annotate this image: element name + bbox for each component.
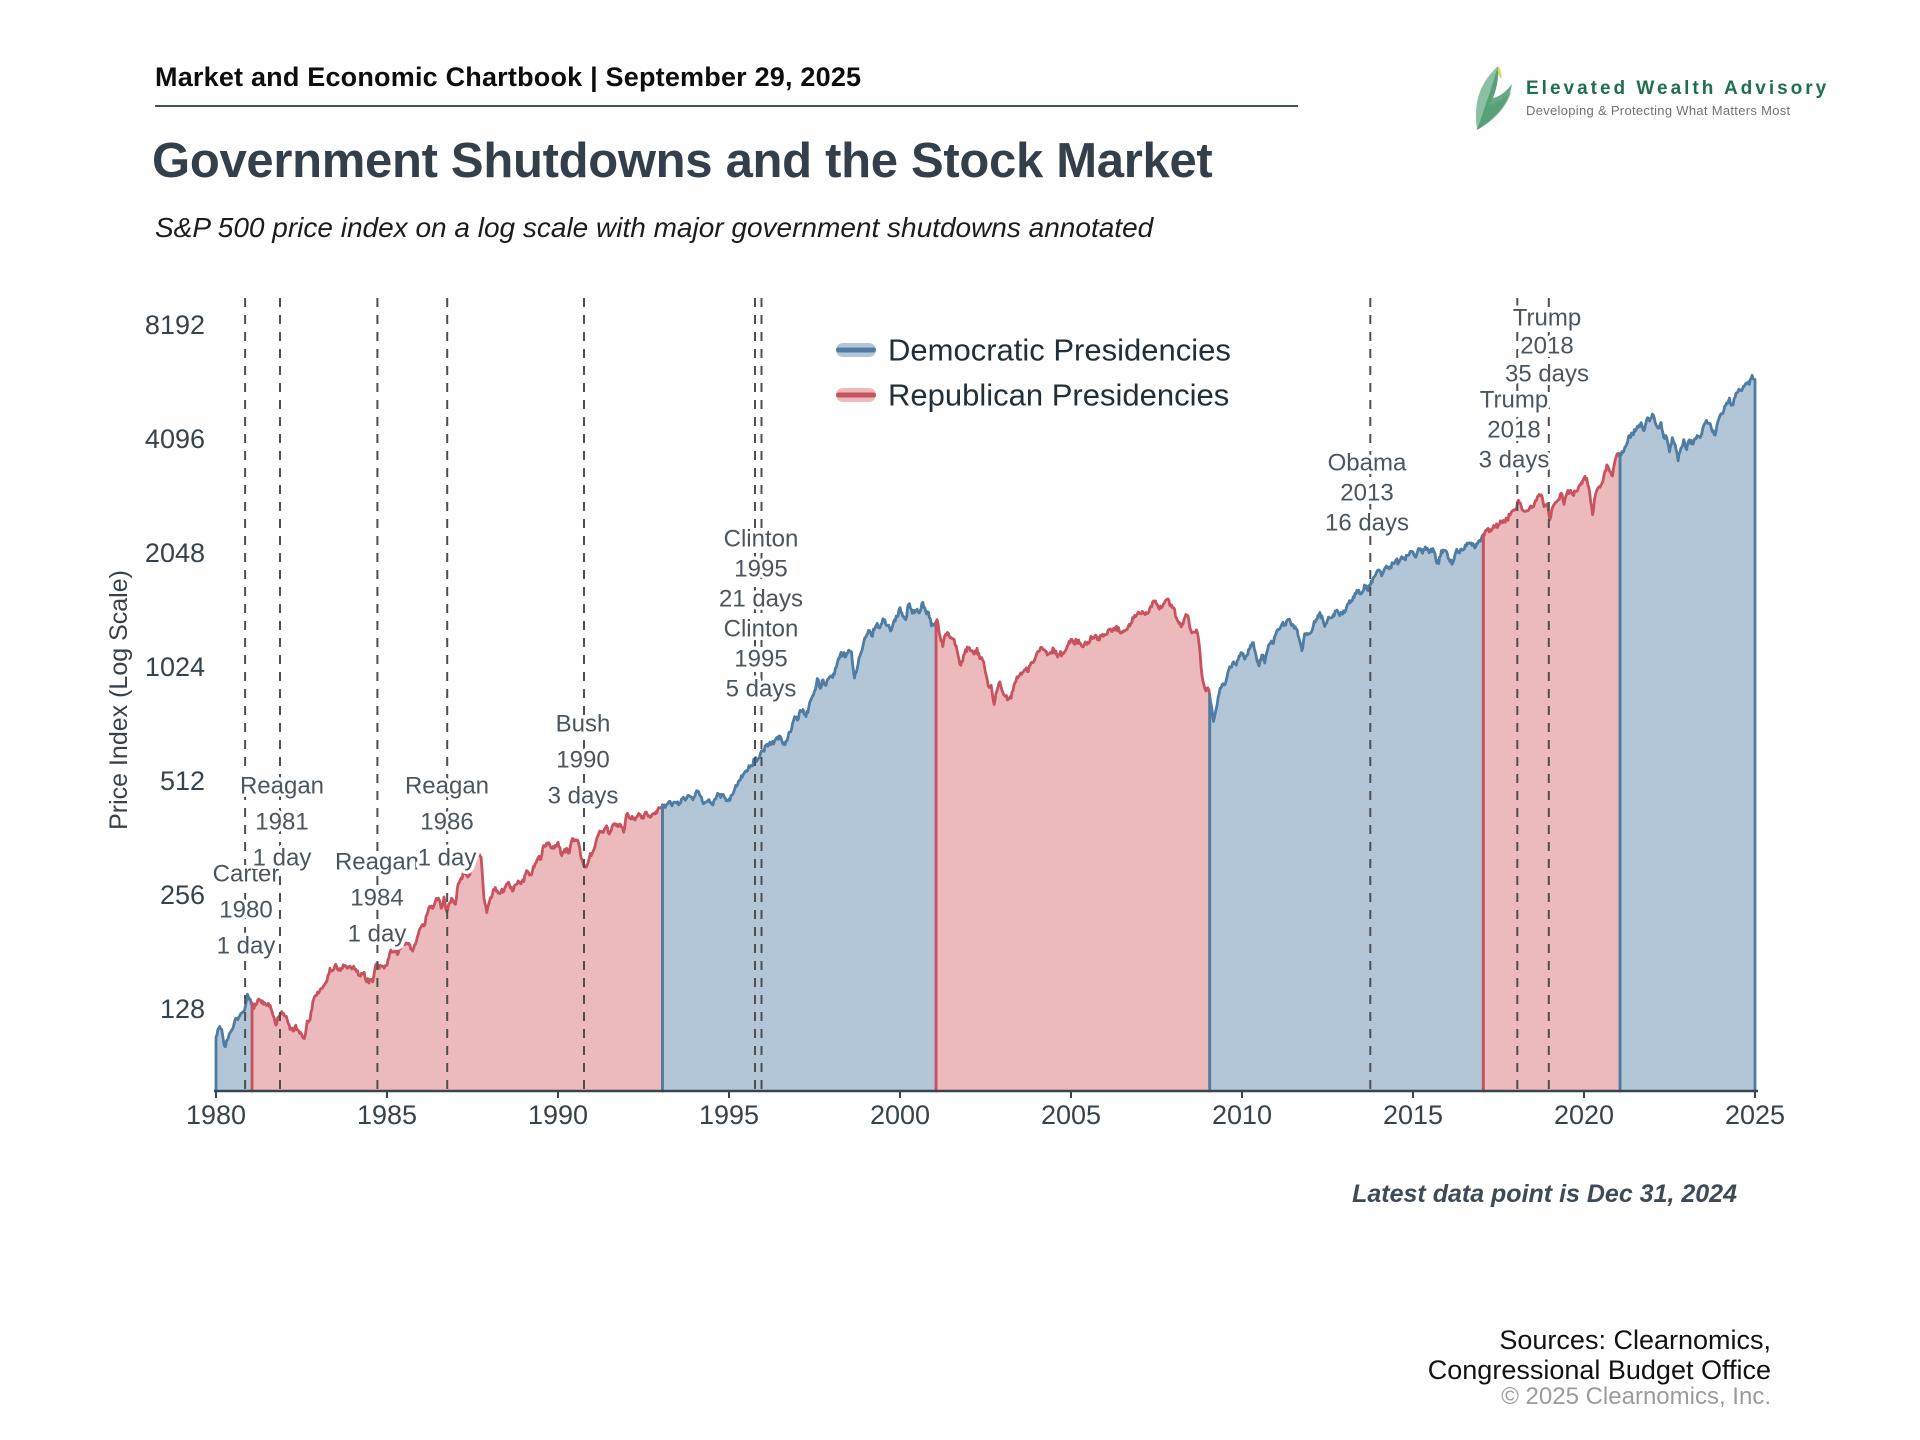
legend-label: Republican Presidencies [888, 378, 1229, 413]
shutdown-annotation-line: 1984 [350, 885, 403, 912]
sources-line-2: Congressional Budget Office [1427, 1355, 1771, 1385]
legend-swatch-line [836, 347, 876, 353]
header-rule [155, 105, 1298, 107]
shutdown-annotation-line: Reagan [240, 773, 324, 800]
x-tick-label: 1990 [528, 1100, 588, 1130]
legend-item: Democratic Presidencies [836, 333, 1231, 368]
shutdown-annotation-line: Trump [1513, 305, 1581, 332]
shutdown-annotation-line: Clinton [724, 526, 799, 553]
shutdown-annotation-line: 2018 [1487, 417, 1540, 444]
shutdown-annotation: Reagan 1981 1 day [236, 769, 327, 875]
shutdown-annotation-line: 1 day [217, 933, 276, 960]
shutdown-annotation: Reagan 1984 1 day [331, 845, 422, 951]
legend-label: Democratic Presidencies [888, 333, 1231, 368]
shutdown-annotation: Trump 2018 3 days [1475, 383, 1553, 477]
chartbook-header: Market and Economic Chartbook | Septembe… [155, 62, 862, 92]
x-tick-label: 2025 [1725, 1100, 1785, 1130]
brand-text: Elevated Wealth Advisory Developing & Pr… [1526, 78, 1829, 118]
series-area-democratic [1620, 375, 1755, 1091]
shutdown-annotation-line: 21 days [719, 586, 803, 613]
legend-item: Republican Presidencies [836, 378, 1229, 413]
shutdown-annotation-line: 1986 [420, 809, 473, 836]
sources-line-1: Sources: Clearnomics, [1499, 1325, 1771, 1355]
y-tick-label: 512 [160, 766, 205, 796]
shutdown-annotation: Clinton 1995 21 days [715, 522, 806, 616]
copyright-note: © 2025 Clearnomics, Inc. [1501, 1383, 1771, 1410]
shutdown-annotation-line: 1981 [255, 809, 308, 836]
x-tick-label: 2010 [1212, 1100, 1272, 1130]
shutdown-annotation-line: 1 day [253, 845, 312, 872]
legend: Democratic Presidencies Republican Presid… [836, 333, 1231, 413]
shutdown-annotation-line: Reagan [405, 773, 489, 800]
y-tick-label: 128 [160, 994, 205, 1024]
x-tick-label: 2005 [1041, 1100, 1101, 1130]
shutdown-annotation-line: 1980 [219, 897, 272, 924]
shutdown-annotation-line: Bush [556, 711, 611, 738]
brand-tagline: Developing & Protecting What Matters Mos… [1526, 103, 1791, 118]
x-tick-label: 1995 [699, 1100, 759, 1130]
shutdown-annotation-line: Trump [1480, 387, 1548, 414]
series-line-republican [934, 597, 1212, 1093]
shutdown-annotation-line: Carter [213, 861, 280, 888]
shutdown-annotation-line: Reagan [335, 849, 419, 876]
series-line-democratic [1208, 533, 1485, 1093]
shutdown-annotation-line: 16 days [1325, 510, 1409, 537]
brand-logo: Elevated Wealth Advisory Developing & Pr… [1468, 62, 1829, 134]
series-area-republican [936, 598, 1210, 1091]
shutdown-annotation: Reagan 1986 1 day [401, 769, 492, 875]
shutdown-annotation-line: 1990 [556, 747, 609, 774]
shutdown-annotation-line: 1995 [734, 556, 787, 583]
y-tick-label: 1024 [145, 652, 205, 682]
x-tick-label: 1980 [186, 1100, 246, 1130]
page-title: Government Shutdowns and the Stock Marke… [152, 134, 1213, 188]
shutdown-annotation-line: 2013 [1340, 480, 1393, 507]
series-area-democratic [216, 994, 253, 1091]
y-tick-label: 4096 [145, 424, 205, 454]
series-line-democratic [1618, 373, 1757, 1093]
shutdown-annotation-line: 3 days [1479, 447, 1550, 474]
series-line-democratic [214, 992, 254, 1093]
y-tick-label: 2048 [145, 538, 205, 568]
shutdown-annotation: Carter 1980 1 day [209, 857, 283, 963]
series-line-democratic [661, 600, 938, 1093]
series-area-republican [1483, 453, 1621, 1091]
shutdown-annotation-line: 1 day [418, 845, 477, 872]
shutdown-annotation-line: 3 days [548, 783, 619, 810]
series-line-republican [250, 803, 664, 1093]
sources-note: Sources: Clearnomics, Congressional Budg… [1428, 1325, 1771, 1385]
shutdown-annotation-line: 1995 [734, 646, 787, 673]
y-tick-label: 8192 [145, 310, 205, 340]
page-subtitle: S&P 500 price index on a log scale with … [155, 212, 1154, 243]
shutdown-annotation: Bush 1990 3 days [544, 707, 622, 813]
series-line-republican [1481, 451, 1622, 1093]
series-area-democratic [1209, 534, 1484, 1091]
leaf-swoosh-icon [1475, 66, 1512, 130]
series-area-democratic [662, 602, 937, 1091]
x-tick-label: 2020 [1554, 1100, 1614, 1130]
shutdown-annotation: Clinton 1995 5 days [720, 612, 802, 706]
latest-data-footnote: Latest data point is Dec 31, 2024 [1352, 1180, 1737, 1208]
y-axis-label: Price Index (Log Scale) [105, 570, 133, 830]
y-tick-label: 256 [160, 880, 205, 910]
x-tick-label: 2015 [1383, 1100, 1443, 1130]
x-tick-label: 2000 [870, 1100, 930, 1130]
series-area-republican [252, 804, 663, 1091]
brand-name: Elevated Wealth Advisory [1526, 78, 1830, 99]
shutdown-annotation-line: 1 day [348, 921, 407, 948]
legend-swatch-line [836, 392, 876, 398]
x-tick-label: 1985 [357, 1100, 417, 1130]
shutdown-annotation-line: 5 days [726, 676, 797, 703]
shutdown-annotation-line: Obama [1328, 450, 1407, 477]
shutdown-annotation-line: 35 days [1505, 361, 1589, 388]
shutdown-annotation: Obama 2013 16 days [1321, 446, 1412, 540]
shutdown-annotation-line: Clinton [724, 616, 799, 643]
shutdown-annotation-line: 2018 [1520, 333, 1573, 360]
